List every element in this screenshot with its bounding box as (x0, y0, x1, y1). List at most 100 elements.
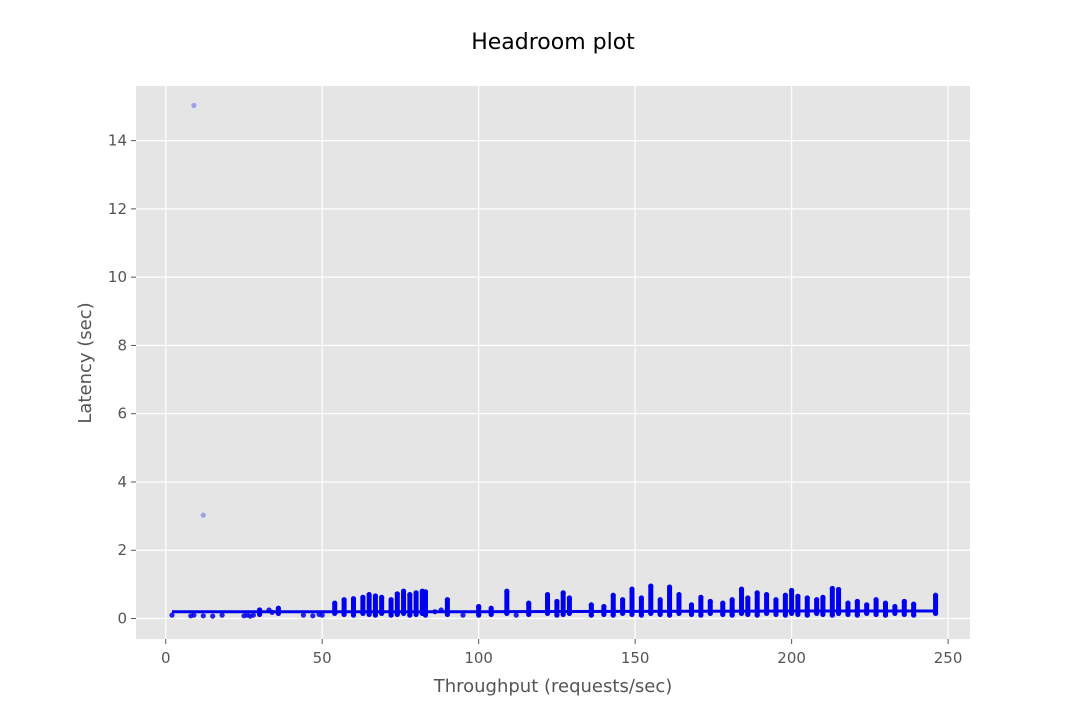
data-point (191, 612, 197, 618)
data-point (901, 611, 907, 618)
data-point (191, 102, 197, 109)
data-point (610, 592, 616, 598)
data-point (882, 600, 889, 606)
data-point (341, 597, 347, 603)
data-point (933, 592, 939, 598)
data-point (444, 597, 450, 603)
y-tick-label: 4 (117, 473, 127, 491)
data-point (560, 590, 566, 596)
data-point (754, 612, 760, 618)
x-tick-label: 100 (464, 649, 493, 667)
data-point (720, 600, 726, 606)
data-point (804, 595, 810, 601)
data-point (310, 613, 316, 619)
data-point (350, 596, 357, 602)
data-point (657, 611, 663, 618)
data-point (745, 611, 751, 618)
data-point (544, 592, 551, 598)
data-point (688, 602, 695, 608)
data-point (504, 588, 510, 594)
data-point (648, 583, 654, 589)
data-point (795, 611, 801, 618)
data-point (911, 601, 917, 607)
data-point (360, 594, 366, 601)
x-tick-label: 200 (777, 649, 806, 667)
data-point (657, 597, 663, 603)
y-tick-label: 6 (117, 405, 127, 423)
data-point (707, 598, 713, 605)
y-tick-label: 10 (108, 268, 127, 286)
data-point (754, 590, 760, 596)
data-point (789, 587, 795, 594)
x-tick-label: 50 (313, 649, 332, 667)
data-point (845, 611, 851, 618)
data-point (526, 600, 532, 606)
data-point (629, 611, 635, 618)
data-point (688, 611, 695, 618)
data-point (745, 595, 751, 601)
data-point (667, 612, 673, 618)
data-point (413, 590, 419, 596)
data-point (422, 589, 429, 595)
data-point (388, 597, 394, 603)
x-tick-label: 0 (161, 649, 171, 667)
data-point (795, 593, 801, 599)
data-point (601, 604, 607, 610)
data-point (836, 586, 842, 593)
data-point (588, 602, 594, 608)
data-point (388, 612, 394, 618)
data-point (488, 605, 494, 611)
data-point (738, 586, 745, 592)
data-point (554, 598, 560, 605)
data-point (401, 588, 407, 594)
data-point (210, 613, 216, 619)
data-point (667, 584, 673, 590)
data-point (804, 612, 810, 618)
data-point (476, 604, 482, 610)
tick-layer: 0 50 100 150 200 250 0 2 4 6 8 10 12 14 (108, 132, 963, 667)
data-layer (169, 102, 939, 619)
data-point (820, 611, 826, 618)
data-point (460, 612, 466, 618)
data-point (566, 595, 573, 601)
data-point (676, 592, 682, 598)
data-point (366, 592, 372, 598)
data-point (588, 612, 594, 618)
data-point (638, 612, 645, 618)
data-point (729, 597, 735, 603)
trend-line (172, 609, 936, 614)
data-point (901, 598, 907, 605)
data-point (332, 600, 338, 606)
y-tick-label: 0 (117, 610, 127, 628)
data-point (200, 613, 206, 619)
data-point (720, 611, 726, 618)
data-point (829, 585, 835, 592)
data-point (476, 612, 482, 618)
data-point (873, 611, 879, 618)
data-point (394, 591, 400, 597)
data-point (610, 612, 616, 618)
data-point (873, 597, 879, 603)
data-point (698, 594, 704, 601)
x-tick-label: 150 (621, 649, 650, 667)
data-point (782, 592, 789, 598)
data-point (845, 600, 851, 606)
data-point (764, 592, 770, 598)
data-point (773, 597, 779, 603)
data-point (854, 598, 860, 605)
y-tick-label: 12 (108, 200, 127, 218)
x-axis-label: Throughput (requests/sec) (433, 676, 673, 697)
data-point (513, 612, 519, 618)
data-point (882, 612, 889, 618)
plot-area (136, 86, 970, 639)
data-point (200, 512, 206, 518)
data-point (829, 612, 835, 618)
data-point (629, 586, 635, 592)
data-point (250, 612, 256, 618)
data-point (620, 597, 626, 603)
y-tick-label: 8 (117, 336, 127, 354)
data-point (560, 611, 566, 618)
data-point (350, 612, 357, 618)
data-point (698, 612, 704, 618)
